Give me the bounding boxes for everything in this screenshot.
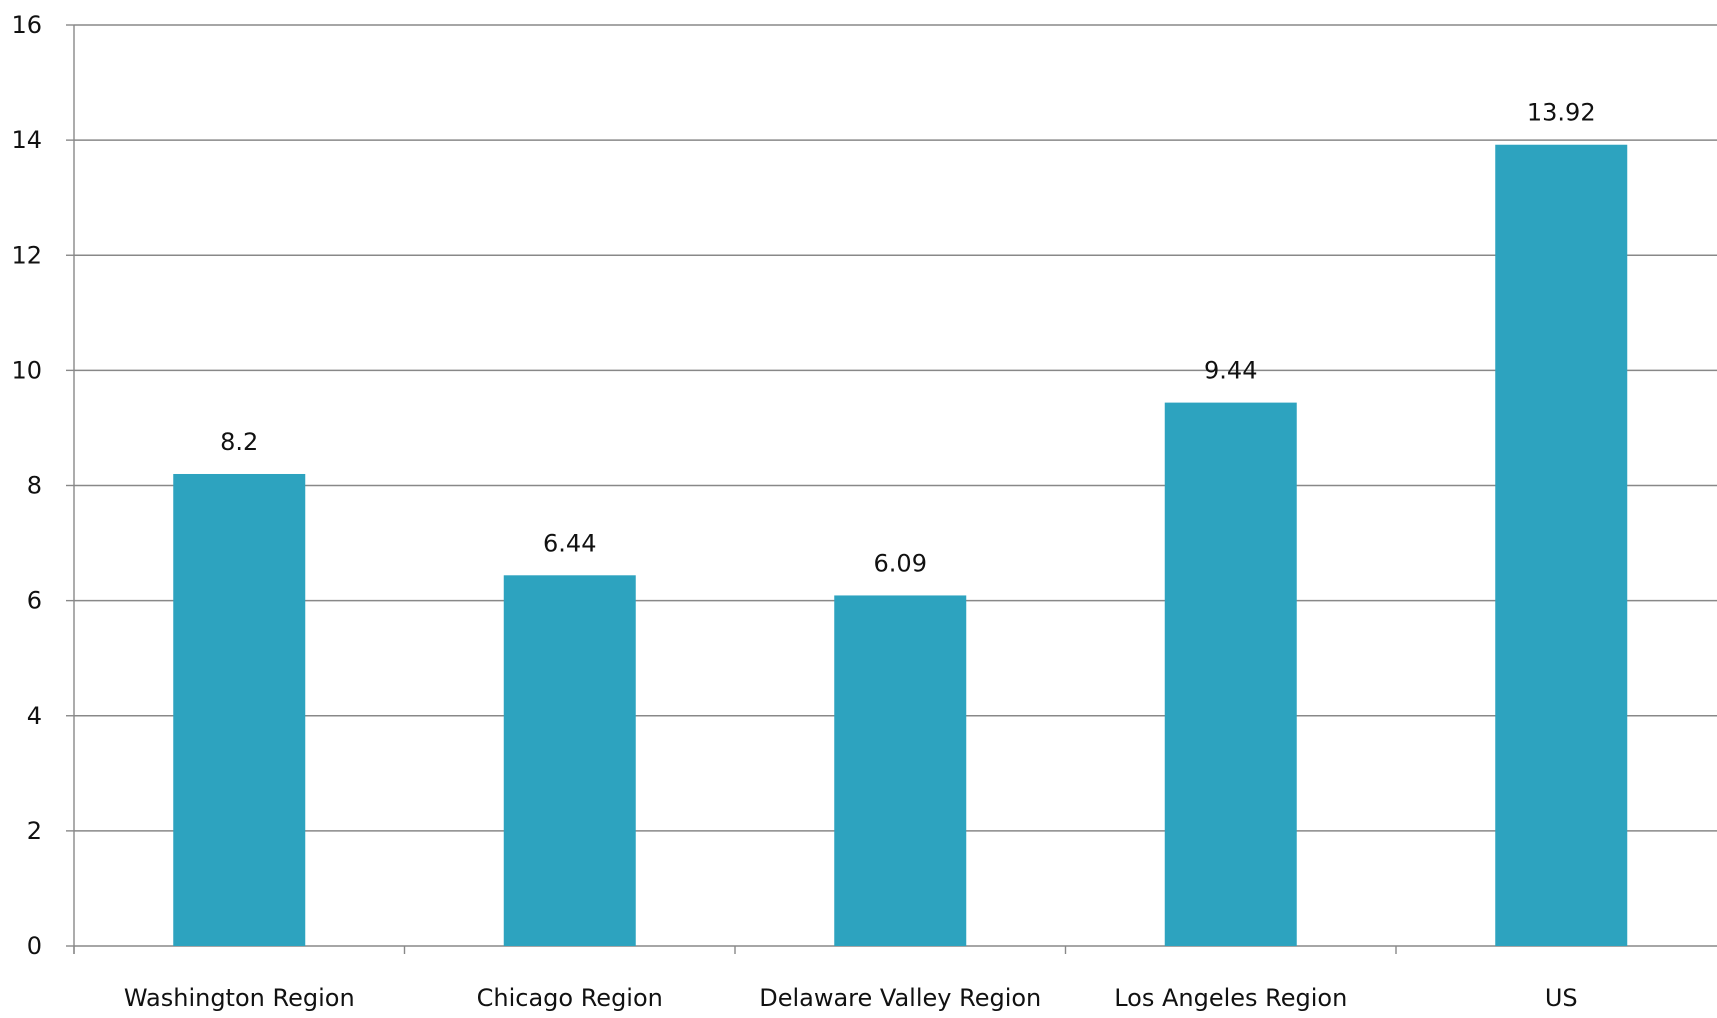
y-tick-label: 8 xyxy=(27,472,42,500)
bars xyxy=(173,144,1628,947)
gridlines xyxy=(74,24,1717,947)
data-label: 9.44 xyxy=(1204,357,1257,385)
y-tick-labels: 0 2 4 6 8 10 12 14 16 xyxy=(11,11,42,960)
data-label: 6.44 xyxy=(543,529,596,557)
x-tick-label: Chicago Region xyxy=(477,984,663,1012)
bar-delaware-valley-region xyxy=(834,595,967,946)
x-tick-label: Los Angeles Region xyxy=(1114,984,1347,1012)
data-label: 8.2 xyxy=(220,428,258,456)
y-tick-label: 16 xyxy=(11,11,42,39)
y-tick-label: 4 xyxy=(27,702,42,730)
data-label: 6.09 xyxy=(874,549,927,577)
bar-washington-region xyxy=(173,473,306,946)
y-tick-label: 0 xyxy=(27,932,42,960)
y-tick-label: 10 xyxy=(11,356,42,384)
axes xyxy=(66,24,1397,954)
bar-us xyxy=(1495,144,1628,947)
x-tick-label: US xyxy=(1545,984,1578,1012)
x-tick-label: Washington Region xyxy=(124,984,355,1012)
x-tick-labels: Washington Region Chicago Region Delaware … xyxy=(124,984,1578,1012)
y-tick-label: 14 xyxy=(11,126,42,154)
data-labels: 8.2 6.44 6.09 9.44 13.92 xyxy=(220,99,1595,578)
bar-chicago-region xyxy=(503,575,636,946)
bar-los-angeles-region xyxy=(1164,402,1297,946)
x-tick-label: Delaware Valley Region xyxy=(759,984,1041,1012)
y-tick-label: 12 xyxy=(11,241,42,269)
data-label: 13.92 xyxy=(1527,99,1596,127)
y-tick-label: 6 xyxy=(27,587,42,615)
y-tick-label: 2 xyxy=(27,817,42,845)
